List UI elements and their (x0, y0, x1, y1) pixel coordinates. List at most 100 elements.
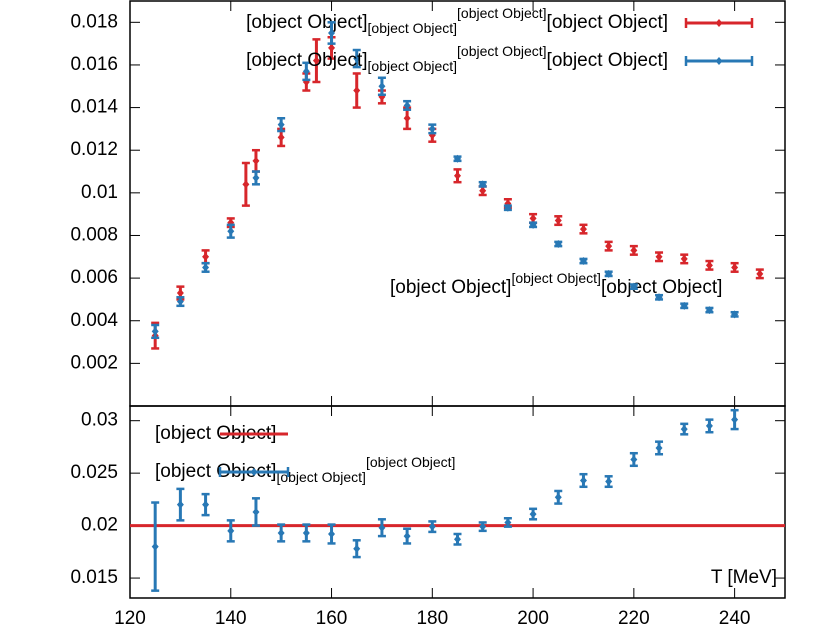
x-axis-label: T [MeV] (711, 567, 777, 588)
data-point (252, 173, 260, 182)
x-tick-label: 140 (215, 608, 247, 629)
legend-label: [object Object][object Object][object Ob… (155, 454, 455, 485)
data-point (277, 120, 285, 129)
data-point (202, 252, 210, 261)
legend-label-part: [object Object] (368, 58, 458, 74)
data-point (328, 530, 336, 538)
data-point (302, 528, 310, 537)
data-point (680, 425, 688, 434)
data-point (176, 500, 184, 509)
data-point (428, 522, 436, 531)
data-point (312, 56, 320, 65)
data-point (529, 220, 537, 229)
data-point (302, 67, 310, 76)
y-tick-label: 0.006 (70, 267, 118, 288)
legend-label-part: [object Object] (155, 423, 276, 444)
y-tick-label: 0.025 (70, 462, 118, 483)
data-point (403, 114, 411, 123)
data-point (680, 301, 688, 310)
data-point (252, 156, 260, 165)
legend-swatch-point (715, 57, 723, 65)
data-point (504, 518, 512, 527)
data-point (605, 477, 613, 486)
data-point (655, 293, 663, 302)
data-point (756, 269, 764, 278)
data-point (579, 476, 587, 485)
data-point (277, 528, 285, 537)
x-tick-label: 240 (719, 608, 751, 629)
legend-label: [object Object] (155, 423, 276, 444)
y-tick-label: 0.004 (70, 310, 118, 331)
data-point (378, 523, 386, 532)
data-point (554, 240, 562, 248)
data-point (605, 242, 613, 251)
data-point (227, 526, 235, 535)
data-point (202, 500, 210, 509)
legend-swatch-point (250, 468, 258, 476)
data-point (579, 257, 587, 266)
data-point (605, 269, 613, 278)
legend-swatch-point (715, 19, 723, 27)
data-point (680, 254, 688, 263)
legend-label-part: [object Object] (457, 43, 547, 59)
legend-label-part: [object Object] (547, 12, 668, 33)
data-point (151, 542, 159, 551)
data-point (227, 227, 235, 236)
legend-label: [object Object][object Object][object Ob… (246, 43, 668, 74)
data-point (731, 263, 739, 272)
data-point (403, 532, 411, 541)
y-tick-label: 0.008 (70, 224, 118, 245)
data-point (731, 310, 739, 319)
y-tick-label: 0.015 (70, 567, 118, 588)
legend-label-part: [object Object] (457, 5, 547, 21)
data-point (454, 171, 461, 180)
data-point (252, 507, 260, 516)
data-point (328, 28, 336, 37)
data-point (554, 216, 562, 225)
legend-label-part: [object Object] (366, 454, 456, 470)
legend-label-part: [object Object] (368, 20, 458, 36)
data-point (554, 493, 562, 502)
data-point (176, 297, 184, 306)
legend-label-part: [object Object] (246, 50, 367, 71)
data-point (242, 180, 250, 189)
data-point (479, 186, 487, 195)
annotation-part: [object Object] (511, 270, 601, 286)
data-point (655, 252, 663, 261)
y-tick-label: 0.014 (70, 97, 118, 118)
y-tick-label: 0.02 (81, 515, 118, 536)
x-tick-label: 120 (114, 608, 146, 629)
legend-label: [object Object][object Object][object Ob… (246, 5, 668, 36)
y-tick-label: 0.016 (70, 54, 118, 75)
x-tick-label: 180 (416, 608, 448, 629)
y-tick-label: 0.018 (70, 11, 118, 32)
data-point (630, 455, 638, 464)
data-point (579, 225, 587, 234)
plot-frame (129, 405, 786, 599)
data-point (378, 82, 386, 91)
data-point (151, 327, 159, 336)
data-point (504, 203, 512, 212)
annotation-part: [object Object] (390, 277, 511, 298)
x-tick-label: 160 (316, 608, 348, 629)
legend-label-part: [object Object] (276, 469, 366, 485)
data-point (176, 289, 184, 298)
data-point (479, 522, 487, 531)
data-point (428, 124, 436, 133)
data-point (630, 246, 638, 255)
y-tick-label: 0.012 (70, 139, 118, 160)
legend-label-part: [object Object] (246, 12, 367, 33)
data-point (454, 154, 461, 163)
y-tick-label: 0.03 (81, 410, 118, 431)
y-tick-label: 0.002 (70, 352, 118, 373)
data-point (202, 263, 210, 272)
data-point (277, 133, 285, 142)
data-point (328, 43, 336, 52)
annotation-part: [object Object] (601, 277, 722, 298)
data-point (403, 101, 411, 110)
data-point (353, 54, 361, 63)
legend-label-part: [object Object] (155, 461, 276, 482)
annotation: [object Object][object Object][object Ob… (390, 270, 722, 298)
data-point (479, 180, 487, 189)
